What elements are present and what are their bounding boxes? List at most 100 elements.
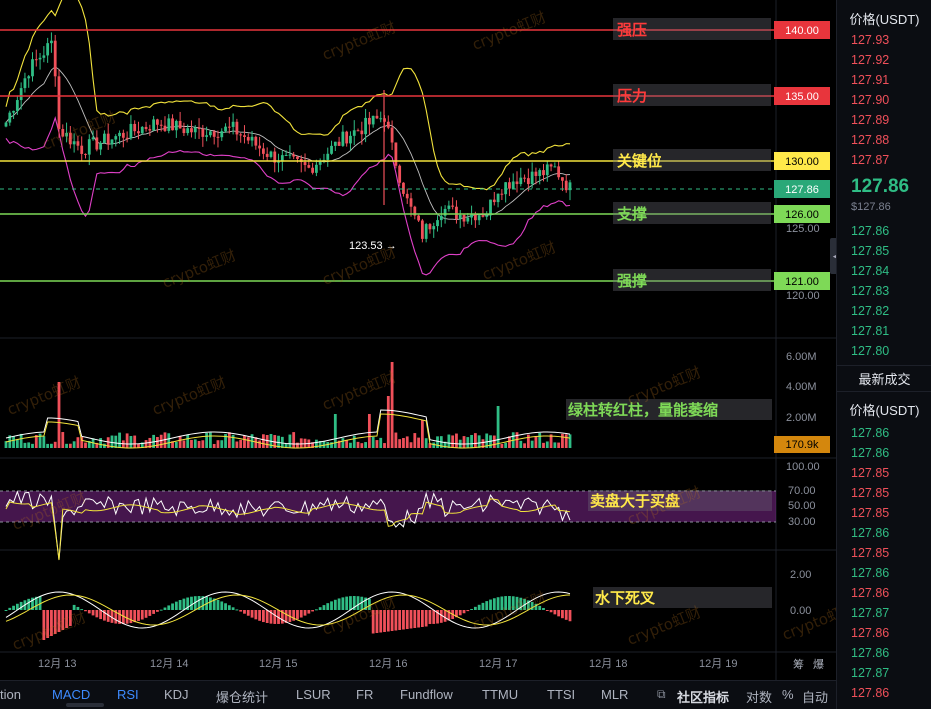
macd-histogram-bar [243,610,246,614]
bid-row[interactable]: 127.81 [851,324,890,338]
volume-bar [4,441,8,448]
tab-ttsi[interactable]: TTSI [547,687,576,702]
volume-bar [542,442,545,448]
trade-row[interactable]: 127.85 [851,486,890,500]
macd-histogram-bar [159,609,163,611]
tab-kdj[interactable]: KDJ [164,687,189,702]
macd-histogram-bar [118,610,121,624]
macd-histogram-bar [80,609,84,611]
volume-bar [19,433,23,448]
trades-header: 价格(USDT) [849,402,920,418]
candle-body [133,123,137,132]
tab-rsi[interactable]: RSI [117,687,139,702]
macd-histogram-bar [307,610,311,614]
log-scale-toggle[interactable]: 对数 [746,690,773,705]
bid-row[interactable]: 127.86 [851,224,890,238]
candle-body [34,59,38,61]
ask-row[interactable]: 127.92 [851,53,890,67]
volume-bar [178,435,182,448]
rsi-band [0,491,776,522]
trade-row[interactable]: 127.85 [851,466,890,480]
volume-bar [118,432,121,448]
macd-histogram-bar [114,610,118,624]
candle-body [121,132,125,138]
bid-row[interactable]: 127.85 [851,244,890,258]
candle-body [42,55,46,58]
macd-histogram-bar [352,596,356,610]
tab-lsur[interactable]: LSUR [296,687,331,702]
volume-tag-text: 170.9k [785,439,819,451]
trade-row[interactable]: 127.86 [851,626,890,640]
candle-body [519,177,523,185]
volume-bar [530,440,534,448]
volume-bar [68,443,72,448]
tab-ttmu[interactable]: TTMU [482,687,519,702]
volume-bar [261,434,265,448]
candle-body [553,166,557,168]
volume-bar [159,434,163,448]
ask-row[interactable]: 127.87 [851,153,890,167]
volume-bar [402,437,405,448]
bid-row[interactable]: 127.83 [851,284,890,298]
volume-bar [103,443,106,448]
last-price-usd: $127.86 [851,201,891,213]
candle-body [515,181,519,185]
candle-body [193,127,197,133]
tab-liquidation[interactable]: 爆仓统计 [216,690,269,705]
external-link-icon[interactable]: ⧉ [657,687,666,701]
trade-row[interactable]: 127.86 [851,686,890,700]
tab-fr[interactable]: FR [356,687,374,702]
trade-row[interactable]: 127.86 [851,566,890,580]
ask-row[interactable]: 127.90 [851,93,890,107]
trade-row[interactable]: 127.86 [851,526,890,540]
tab-latest-trades[interactable]: 最新成交 [858,371,911,387]
candle-body [466,217,470,222]
trade-row[interactable]: 127.86 [851,426,890,440]
bid-row[interactable]: 127.80 [851,344,890,358]
trade-row[interactable]: 127.87 [851,666,890,680]
trade-row[interactable]: 127.86 [851,446,890,460]
annotation-bg [588,490,772,511]
tab-mlr[interactable]: MLR [601,687,629,702]
tab-fundflow[interactable]: Fundflow [400,687,453,702]
panel-collapse-handle[interactable]: ◂ [830,238,840,274]
candle-body [318,160,322,165]
macd-histogram-bar [455,610,458,618]
volume-bar [337,440,341,448]
tab-indicator-prev[interactable]: tion [0,687,21,702]
ask-row[interactable]: 127.91 [851,73,890,87]
candle-body [91,137,95,140]
candle-body [265,153,269,157]
percent-scale-toggle[interactable]: % [782,687,794,702]
trade-row[interactable]: 127.85 [851,506,890,520]
level-label: 压力 [617,87,647,105]
trade-row[interactable]: 127.85 [851,546,890,560]
volume-tag [774,436,830,453]
macd-histogram-bar [31,597,34,610]
candle-body [50,40,53,44]
auto-scale-toggle[interactable]: 自动 [802,690,829,705]
macd-histogram-bar [57,610,61,632]
ask-row[interactable]: 127.89 [851,113,890,127]
chart-canvas[interactable]: 123.53 → 强压 140.00 压力 135.00 关键位 130.00 支撑 126.… [0,0,836,680]
level-label: 强撑 [617,272,647,290]
trade-row[interactable]: 127.87 [851,606,890,620]
bid-row[interactable]: 127.84 [851,264,890,278]
candle-body [103,133,106,144]
volume-bar [470,434,473,448]
tab-macd[interactable]: MACD [52,687,91,702]
macd-histogram-bar [341,597,345,610]
trade-row[interactable]: 127.86 [851,646,890,660]
candle-body [15,100,19,111]
community-indicator-button[interactable]: 社区指标 [677,690,730,705]
macd-histogram-bar [356,596,360,610]
trade-row[interactable]: 127.86 [851,586,890,600]
ask-row[interactable]: 127.88 [851,133,890,147]
ask-row[interactable]: 127.93 [851,33,890,47]
candle-body [545,164,549,176]
kline-chart-area[interactable]: 123.53 → 强压 140.00 压力 135.00 关键位 130.00 支撑 126.… [0,0,859,709]
candle-body [413,206,417,216]
candle-body [489,199,492,216]
macd-histogram-bar [269,610,273,624]
bid-row[interactable]: 127.82 [851,304,890,318]
